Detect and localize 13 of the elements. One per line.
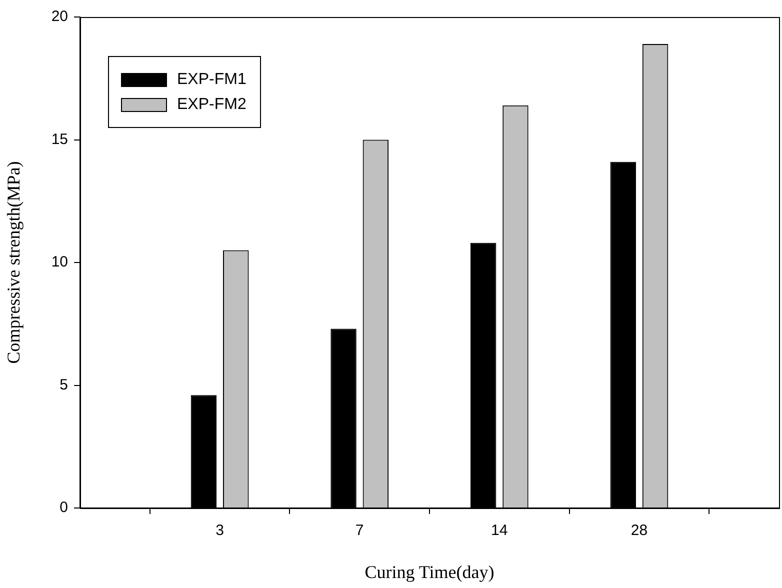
x-axis-title: Curing Time(day) [364, 562, 494, 582]
legend-label: EXP-FM2 [177, 96, 246, 114]
y-tick-label: 10 [51, 254, 68, 271]
y-tick-label: 20 [51, 8, 68, 26]
y-tick-label: 0 [60, 499, 68, 516]
y-tick-label: 5 [60, 376, 68, 394]
x-tick-label: 28 [630, 522, 648, 540]
x-tick-label: 7 [355, 522, 364, 540]
y-axis-title: Compressive strength(MPa) [4, 161, 24, 364]
x-tick-label: 14 [491, 522, 508, 540]
legend-label: EXP-FM1 [177, 70, 246, 88]
x-tick-label: 3 [216, 522, 224, 540]
y-tick-label: 15 [51, 130, 68, 148]
